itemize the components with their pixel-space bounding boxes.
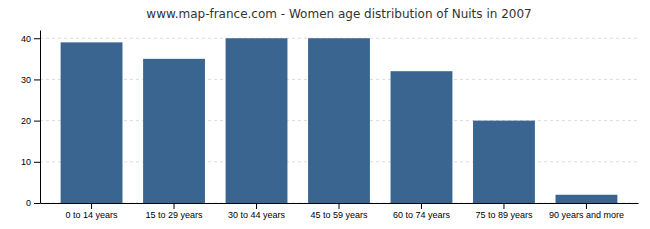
x-tick-label: 90 years and more bbox=[549, 210, 624, 220]
chart: 0 to 14 years 15 to 29 years 30 to 44 year… bbox=[0, 0, 650, 229]
grid bbox=[40, 38, 638, 203]
x-tick-label: 0 to 14 years bbox=[66, 210, 119, 220]
bar bbox=[473, 121, 535, 203]
x-tick-mark bbox=[91, 203, 92, 209]
x-tick-mark bbox=[586, 203, 587, 209]
bar bbox=[143, 59, 205, 203]
x-tick-label: 45 to 59 years bbox=[310, 210, 368, 220]
x-tick: 45 to 59 years bbox=[310, 203, 368, 220]
bar bbox=[61, 42, 123, 203]
y-tick-label: 20 bbox=[21, 116, 31, 126]
x-tick: 0 to 14 years bbox=[66, 203, 119, 220]
x-tick: 30 to 44 years bbox=[228, 203, 286, 220]
x-tick-label: 30 to 44 years bbox=[228, 210, 286, 220]
x-tick-mark bbox=[174, 203, 175, 209]
title: www.map-france.com - Women age distribut… bbox=[146, 7, 531, 21]
y-tick-label: 0 bbox=[26, 198, 31, 208]
y-tick-mark bbox=[34, 79, 40, 80]
y-tick-label: 40 bbox=[21, 34, 31, 44]
y-axis-line bbox=[40, 31, 41, 204]
x-tick-mark bbox=[421, 203, 422, 209]
y-tick-label: 10 bbox=[21, 157, 31, 167]
x-tick-label: 60 to 74 years bbox=[393, 210, 451, 220]
x-tick-label: 75 to 89 years bbox=[475, 210, 533, 220]
y-tick-mark bbox=[34, 203, 40, 204]
x-tick: 15 to 29 years bbox=[146, 203, 204, 220]
bar bbox=[308, 38, 370, 203]
bars bbox=[61, 38, 618, 203]
x-tick: 90 years and more bbox=[549, 203, 624, 220]
bar bbox=[556, 195, 618, 203]
x-tick: 75 to 89 years bbox=[475, 203, 533, 220]
bar bbox=[391, 71, 453, 203]
x-axis: 0 to 14 years 15 to 29 years 30 to 44 year… bbox=[41, 203, 639, 220]
y-axis: 0 10 20 30 40 bbox=[21, 31, 41, 209]
x-tick-mark bbox=[503, 203, 504, 209]
y-tick: 40 bbox=[21, 34, 40, 44]
y-tick-mark bbox=[34, 38, 40, 39]
x-tick-label: 15 to 29 years bbox=[146, 210, 204, 220]
x-tick: 60 to 74 years bbox=[393, 203, 451, 220]
y-tick-mark bbox=[34, 162, 40, 163]
plot: 0 to 14 years 15 to 29 years 30 to 44 year… bbox=[21, 31, 639, 221]
y-tick-label: 30 bbox=[21, 75, 31, 85]
x-tick-mark bbox=[339, 203, 340, 209]
y-tick: 10 bbox=[21, 157, 40, 167]
bar bbox=[226, 38, 288, 203]
y-tick: 0 bbox=[26, 198, 40, 208]
x-tick-mark bbox=[256, 203, 257, 209]
y-tick-mark bbox=[34, 121, 40, 122]
y-tick: 30 bbox=[21, 75, 40, 85]
y-tick: 20 bbox=[21, 116, 40, 126]
